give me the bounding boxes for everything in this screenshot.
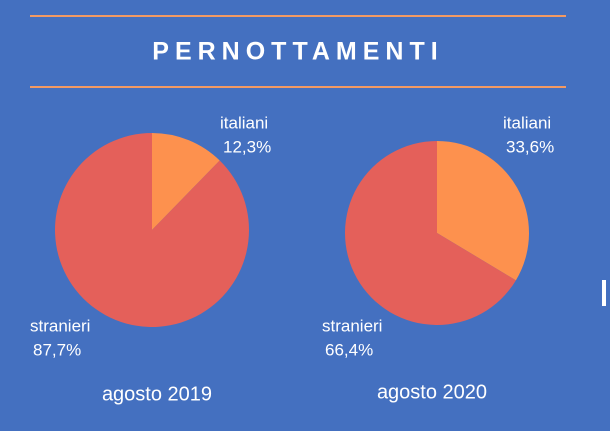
slice-value: 33,6% — [506, 137, 554, 156]
slice-label: stranieri — [30, 316, 90, 335]
slice-label: italiani — [503, 113, 551, 132]
pie-slice — [54, 133, 249, 327]
pie-slice — [437, 141, 529, 281]
slice-value: 66,4% — [325, 340, 373, 359]
slice-label: stranieri — [322, 316, 382, 335]
chart-subtitle: agosto 2020 — [377, 381, 487, 403]
slice-value: 12,3% — [223, 137, 271, 156]
edge-mark — [602, 280, 606, 306]
chart-subtitle: agosto 2019 — [102, 383, 212, 405]
slice-label: italiani — [220, 113, 268, 132]
title: PERNOTTAMENTI — [152, 38, 443, 66]
pie-slice — [152, 133, 220, 230]
pie-slice — [345, 141, 516, 326]
slice-value: 87,7% — [33, 340, 81, 359]
